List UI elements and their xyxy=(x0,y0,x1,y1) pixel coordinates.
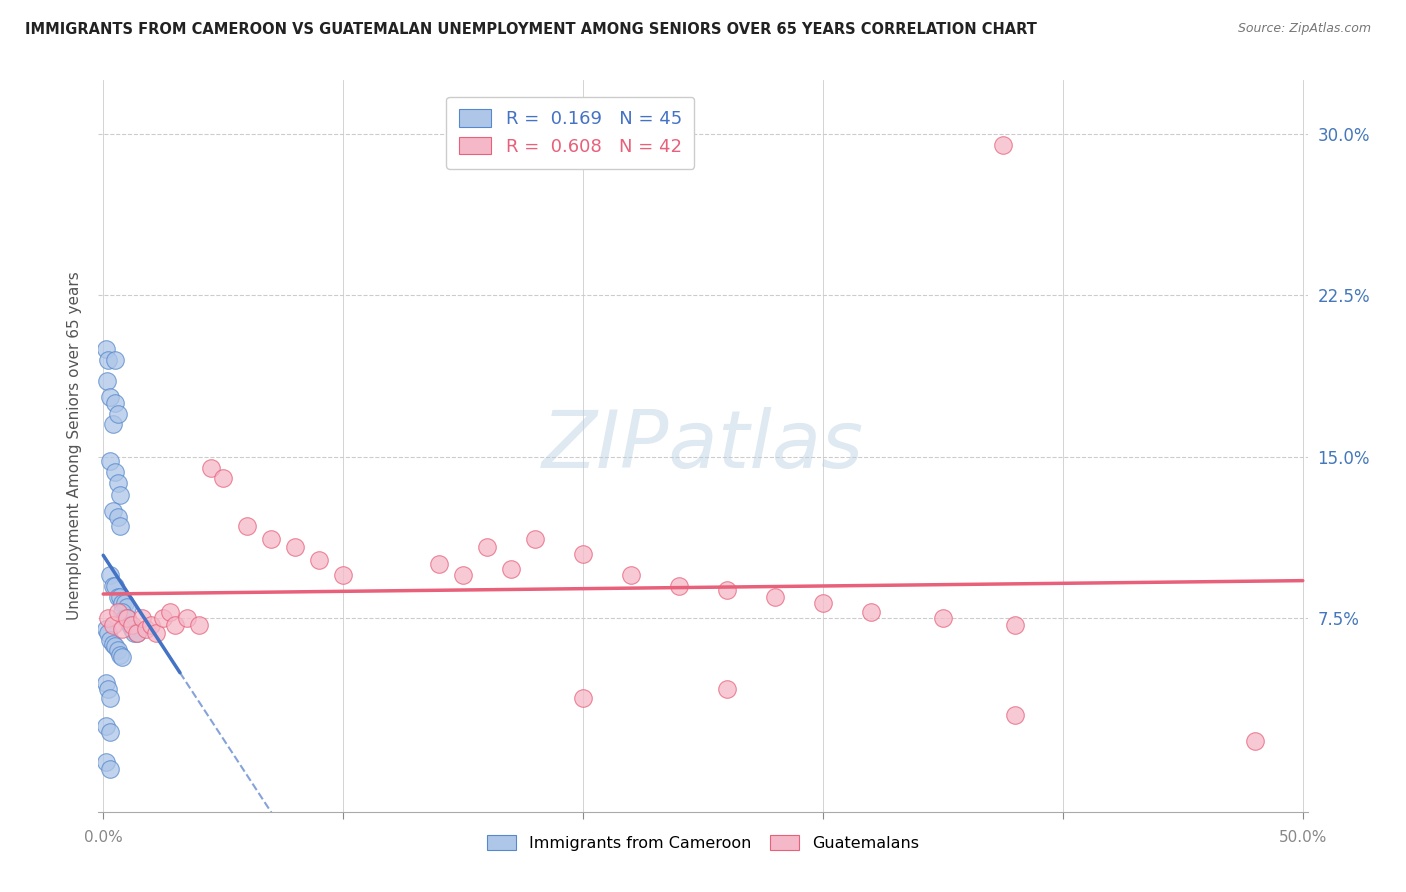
Point xyxy=(107,510,129,524)
Point xyxy=(200,460,222,475)
Point xyxy=(1004,617,1026,632)
Point xyxy=(107,407,129,421)
Point xyxy=(94,622,117,636)
Point xyxy=(141,617,163,632)
Point xyxy=(111,596,134,610)
Point xyxy=(111,605,134,619)
Point xyxy=(716,682,738,697)
Point xyxy=(108,488,131,502)
Point xyxy=(152,611,174,625)
Point xyxy=(124,626,146,640)
Point xyxy=(115,600,138,615)
Point xyxy=(94,342,117,356)
Point xyxy=(212,471,235,485)
Point xyxy=(135,622,157,636)
Point xyxy=(100,454,122,468)
Point xyxy=(284,540,307,554)
Point xyxy=(104,639,127,653)
Point xyxy=(94,756,117,770)
Point xyxy=(668,579,690,593)
Point xyxy=(451,568,474,582)
Point xyxy=(118,617,141,632)
Point xyxy=(108,648,131,662)
Point xyxy=(332,568,354,582)
Point xyxy=(96,375,118,389)
Point xyxy=(104,579,127,593)
Text: Source: ZipAtlas.com: Source: ZipAtlas.com xyxy=(1237,22,1371,36)
Point xyxy=(101,579,124,593)
Point xyxy=(107,590,129,604)
Point xyxy=(1004,707,1026,722)
Point xyxy=(716,583,738,598)
Point xyxy=(101,637,124,651)
Point xyxy=(236,518,259,533)
Point xyxy=(101,503,124,517)
Point xyxy=(308,553,330,567)
Legend: Immigrants from Cameroon, Guatemalans: Immigrants from Cameroon, Guatemalans xyxy=(479,827,927,859)
Text: ZIPatlas: ZIPatlas xyxy=(541,407,865,485)
Point xyxy=(97,611,120,625)
Point xyxy=(572,547,595,561)
Point xyxy=(145,626,167,640)
Point xyxy=(100,762,122,776)
Point xyxy=(104,396,127,410)
Point xyxy=(176,611,198,625)
Point xyxy=(115,611,138,625)
Point xyxy=(111,649,134,664)
Point xyxy=(121,622,143,636)
Point xyxy=(115,611,138,625)
Text: 50.0%: 50.0% xyxy=(1278,830,1327,845)
Point xyxy=(97,626,120,640)
Point xyxy=(100,632,122,647)
Point xyxy=(763,590,786,604)
Point xyxy=(131,611,153,625)
Point xyxy=(859,605,882,619)
Point xyxy=(94,675,117,690)
Point xyxy=(114,596,136,610)
Point xyxy=(97,353,120,368)
Point xyxy=(572,690,595,705)
Point xyxy=(932,611,955,625)
Point xyxy=(165,617,187,632)
Point xyxy=(104,353,127,368)
Point xyxy=(499,561,522,575)
Point xyxy=(159,605,181,619)
Point xyxy=(524,532,547,546)
Point xyxy=(427,558,450,572)
Point xyxy=(114,611,136,625)
Point xyxy=(107,475,129,490)
Point xyxy=(125,626,148,640)
Y-axis label: Unemployment Among Seniors over 65 years: Unemployment Among Seniors over 65 years xyxy=(67,272,83,620)
Point xyxy=(111,622,134,636)
Point xyxy=(620,568,643,582)
Point xyxy=(101,417,124,432)
Point xyxy=(1243,733,1265,747)
Point xyxy=(94,719,117,733)
Point xyxy=(121,617,143,632)
Point xyxy=(100,568,122,582)
Text: IMMIGRANTS FROM CAMEROON VS GUATEMALAN UNEMPLOYMENT AMONG SENIORS OVER 65 YEARS : IMMIGRANTS FROM CAMEROON VS GUATEMALAN U… xyxy=(25,22,1038,37)
Point xyxy=(188,617,211,632)
Point xyxy=(125,626,148,640)
Point xyxy=(100,690,122,705)
Point xyxy=(475,540,498,554)
Point xyxy=(100,390,122,404)
Point xyxy=(811,596,834,610)
Point xyxy=(108,590,131,604)
Point xyxy=(107,643,129,657)
Point xyxy=(104,465,127,479)
Point xyxy=(100,725,122,739)
Point xyxy=(101,617,124,632)
Point xyxy=(260,532,283,546)
Text: 0.0%: 0.0% xyxy=(84,830,122,845)
Point xyxy=(97,682,120,697)
Point xyxy=(991,137,1014,152)
Point xyxy=(108,518,131,533)
Point xyxy=(107,605,129,619)
